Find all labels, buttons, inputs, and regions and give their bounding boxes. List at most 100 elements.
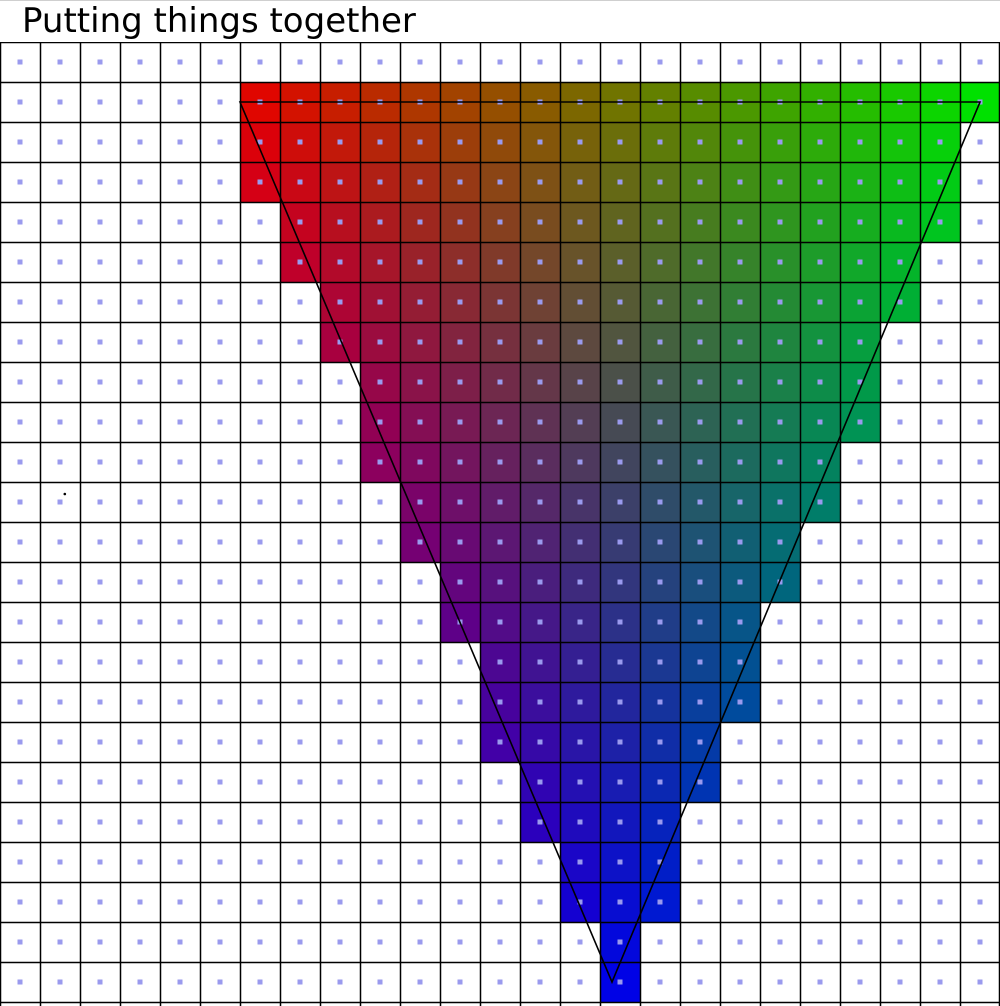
sample-dot [857,779,863,785]
sample-dot [377,299,383,305]
sample-dot [657,539,663,545]
sample-dot [977,219,983,225]
sample-dot [97,699,103,705]
sample-dot [617,259,623,265]
sample-dot [177,739,183,745]
sample-dot [97,179,103,185]
sample-dot [17,459,23,465]
sample-dot [137,219,143,225]
sample-dot [297,459,303,465]
sample-dot [57,979,63,985]
sample-dot [897,459,903,465]
sample-dot [457,299,463,305]
sample-dot [897,339,903,345]
sample-dot [617,939,623,945]
sample-dot [777,379,783,385]
sample-dot [537,619,543,625]
sample-dot [57,619,63,625]
sample-dot [697,979,703,985]
sample-dot [137,579,143,585]
sample-dot [737,459,743,465]
sample-dot [97,379,103,385]
sample-dot [657,59,663,65]
sample-dot [57,499,63,505]
sample-dot [657,219,663,225]
sample-dot [137,459,143,465]
sample-dot [697,579,703,585]
sample-dot [657,179,663,185]
sample-dot [497,859,503,865]
sample-dot [217,259,223,265]
sample-dot [97,299,103,305]
sample-dot [17,659,23,665]
sample-dot [817,579,823,585]
sample-dot [897,899,903,905]
sample-dot [537,979,543,985]
sample-dot [777,899,783,905]
sample-dot [457,259,463,265]
sample-dot [337,979,343,985]
sample-dot [497,939,503,945]
sample-dot [57,819,63,825]
sample-dot [377,219,383,225]
sample-dot [57,379,63,385]
sample-dot [137,139,143,145]
sample-dot [617,899,623,905]
sample-dot [497,579,503,585]
rasterization-canvas [0,42,1000,1006]
sample-dot [897,539,903,545]
sample-dot [417,819,423,825]
sample-dot [137,539,143,545]
sample-dot [497,699,503,705]
sample-dot [577,579,583,585]
sample-dot [177,859,183,865]
sample-dot [617,339,623,345]
sample-dot [617,699,623,705]
sample-dot [897,579,903,585]
sample-dot [817,179,823,185]
sample-dot [617,619,623,625]
sample-dot [857,139,863,145]
sample-dot [457,779,463,785]
sample-dot [457,819,463,825]
sample-dot [177,779,183,785]
sample-dot [817,739,823,745]
sample-dot [417,59,423,65]
sample-dot [817,499,823,505]
sample-dot [937,899,943,905]
sample-dot [137,379,143,385]
sample-dot [577,699,583,705]
sample-dot [377,59,383,65]
markers [63,492,67,496]
sample-dot [137,339,143,345]
sample-dot [777,659,783,665]
sample-dot [777,339,783,345]
sample-dot [857,619,863,625]
sample-dot [697,379,703,385]
sample-dot [457,499,463,505]
sample-dot [97,259,103,265]
sample-dot [857,819,863,825]
sample-dot [577,139,583,145]
sample-dot [577,419,583,425]
sample-dot [57,859,63,865]
sample-dot [57,99,63,105]
sample-dot [97,659,103,665]
sample-dot [257,659,263,665]
sample-dot [937,939,943,945]
sample-dot [377,259,383,265]
sample-dot [937,699,943,705]
sample-dot [457,659,463,665]
sample-dot [977,739,983,745]
sample-dot [657,259,663,265]
sample-dot [737,299,743,305]
sample-dot [377,459,383,465]
sample-dot [337,59,343,65]
sample-dot [377,539,383,545]
sample-dot [897,379,903,385]
sample-dot [297,659,303,665]
sample-dot [497,139,503,145]
sample-dot [777,259,783,265]
sample-dot [937,619,943,625]
sample-dot [657,619,663,625]
